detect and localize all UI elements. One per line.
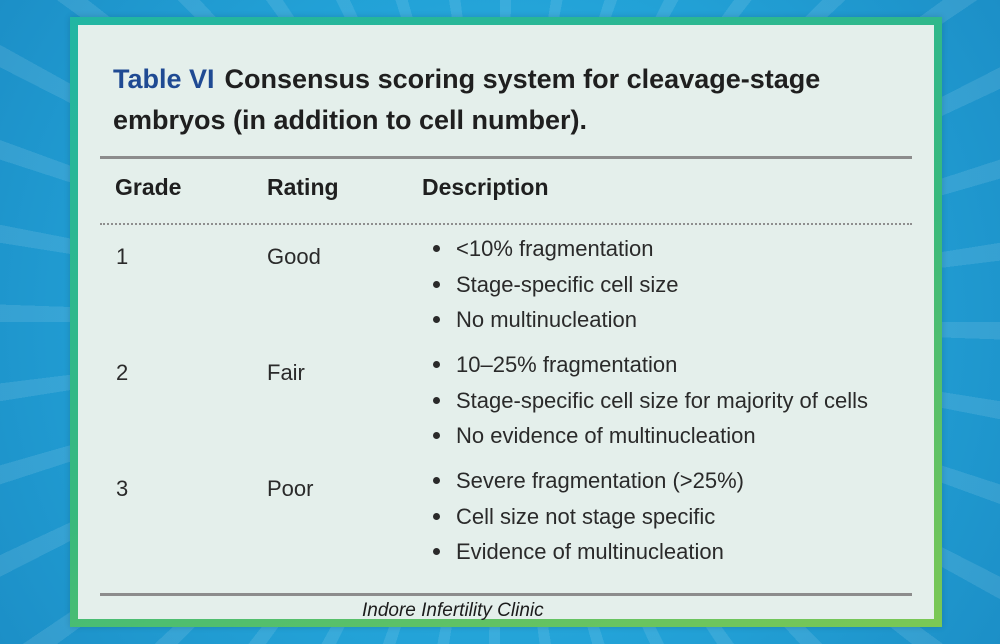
list-item: No multinucleation — [430, 302, 679, 338]
header-separator — [100, 223, 912, 225]
header-rating: Rating — [267, 174, 339, 200]
header-description: Description — [422, 174, 549, 200]
table-label: Table VI — [113, 64, 215, 94]
row-1-description: <10% fragmentation Stage-specific cell s… — [430, 231, 679, 338]
table-card: Table VI Consensus scoring system for cle… — [70, 17, 942, 627]
table-caption: Consensus scoring system for cleavage-st… — [113, 64, 821, 135]
list-item: No evidence of multinucleation — [430, 418, 868, 454]
list-item: <10% fragmentation — [430, 231, 679, 267]
header-grade: Grade — [115, 174, 182, 200]
row-2-rating: Fair — [267, 360, 305, 385]
list-item: Cell size not stage specific — [430, 499, 744, 535]
row-3-description: Severe fragmentation (>25%) Cell size no… — [430, 463, 744, 570]
list-item: Evidence of multinucleation — [430, 534, 744, 570]
list-item: Stage-specific cell size — [430, 267, 679, 303]
row-3-rating: Poor — [267, 476, 314, 501]
row-2-description: 10–25% fragmentation Stage-specific cell… — [430, 347, 868, 454]
top-rule — [100, 156, 912, 159]
list-item: 10–25% fragmentation — [430, 347, 868, 383]
list-item: Stage-specific cell size for majority of… — [430, 383, 868, 419]
row-3-grade: 3 — [116, 476, 129, 501]
row-2-grade: 2 — [116, 360, 129, 385]
bottom-rule — [100, 593, 912, 596]
clinic-credit: Indore Infertility Clinic — [362, 600, 544, 621]
table-title: Table VI Consensus scoring system for cle… — [113, 59, 913, 141]
row-1-grade: 1 — [116, 244, 129, 269]
list-item: Severe fragmentation (>25%) — [430, 463, 744, 499]
table-panel: Table VI Consensus scoring system for cle… — [78, 25, 934, 621]
row-1-rating: Good — [267, 244, 321, 269]
